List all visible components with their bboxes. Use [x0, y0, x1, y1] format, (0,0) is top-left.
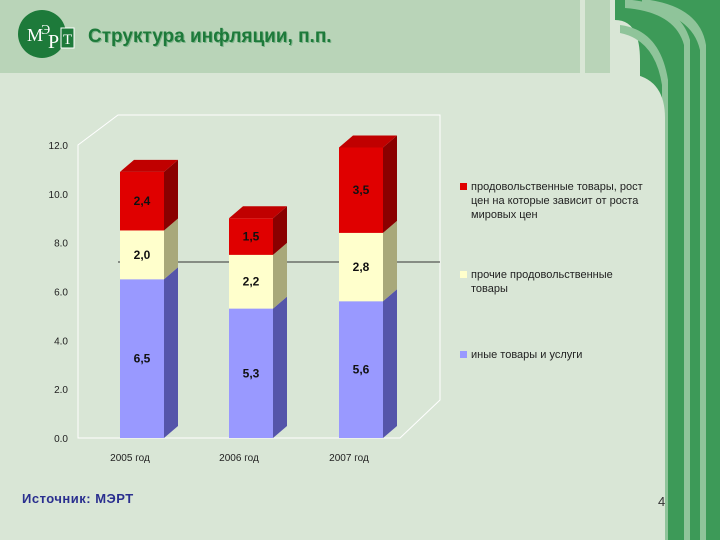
x-tick-label: 2006 год — [219, 453, 259, 464]
bar-segment — [229, 218, 273, 255]
x-tick-label: 2005 год — [110, 453, 150, 464]
data-label: 2,8 — [353, 260, 370, 274]
bar-segment-side — [273, 206, 287, 255]
bar-top — [120, 159, 178, 172]
y-tick-label: 6.0 — [54, 288, 68, 299]
svg-text:Э: Э — [41, 23, 50, 38]
bar-segment — [339, 147, 383, 233]
data-label: 5,6 — [353, 363, 370, 377]
legend-label-other-food: прочие продовольственные товары — [471, 269, 613, 295]
bar-segment — [229, 308, 273, 438]
bar-segment — [229, 254, 273, 309]
bar-segment — [339, 301, 383, 438]
legend-swatch-food — [460, 183, 467, 190]
legend-swatch-other-goods — [460, 351, 467, 358]
mert-logo: М Э Р Т — [18, 10, 75, 58]
bar-segment — [120, 230, 164, 280]
legend-label-food: продовольственные товары, рост цен на ко… — [471, 181, 643, 221]
data-label: 2,2 — [243, 275, 260, 289]
bar-top — [339, 135, 397, 148]
bar-segment — [339, 232, 383, 302]
data-label: 6,5 — [134, 352, 151, 366]
y-tick-label: 10.0 — [49, 190, 69, 201]
y-tick-label: 2.0 — [54, 385, 68, 396]
svg-text:Т: Т — [63, 32, 72, 48]
data-label: 1,5 — [243, 230, 260, 244]
bar-segment-side — [164, 267, 178, 438]
bar-segment — [120, 279, 164, 438]
legend-label-other-goods: иные товары и услуги — [471, 349, 583, 361]
bar-segment-side — [164, 218, 178, 280]
bar-segment-side — [383, 220, 397, 302]
y-tick-label: 12.0 — [49, 141, 69, 152]
chart-bars — [120, 135, 397, 438]
bar-segment-side — [383, 135, 397, 233]
page-title: Структура инфляции, п.п. — [88, 26, 332, 47]
bar-segment — [120, 171, 164, 231]
legend-swatch-other-food — [460, 271, 467, 278]
bar-top — [229, 206, 287, 219]
data-label: 3,5 — [353, 183, 370, 197]
page-number: 4 — [658, 494, 666, 509]
header-band — [0, 0, 580, 73]
data-label: 2,4 — [134, 194, 151, 208]
source-note: Источник: МЭРТ — [22, 491, 134, 506]
y-tick-label: 8.0 — [54, 239, 68, 250]
data-label: 2,0 — [134, 248, 151, 262]
x-tick-label: 2007 год — [329, 453, 369, 464]
y-tick-label: 0.0 — [54, 434, 68, 445]
svg-text:Р: Р — [48, 31, 59, 53]
svg-text:М: М — [27, 25, 43, 45]
chart-labels: 6,5 2,0 2,4 2005 год 5,3 2,2 1,5 2006 год 5,6 2,8… — [110, 183, 369, 464]
bar-segment-side — [164, 159, 178, 231]
y-tick-label: 4.0 — [54, 336, 68, 347]
data-label: 5,3 — [243, 366, 260, 380]
bar-segment-side — [273, 242, 287, 309]
bar-segment-side — [273, 296, 287, 438]
bar-segment-side — [383, 289, 397, 438]
